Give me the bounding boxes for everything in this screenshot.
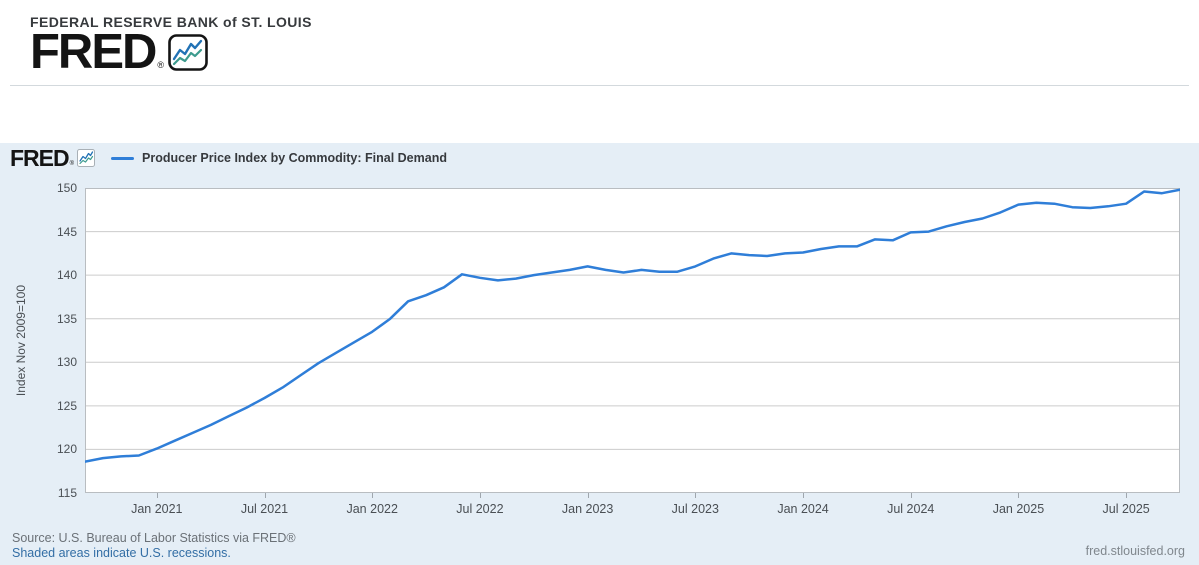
x-tick-label: Jan 2024 (777, 502, 829, 516)
x-tick-mark (1126, 493, 1128, 498)
fred-logo-text: FRED (30, 25, 157, 79)
chart-widget: FRED ® Producer Price Index by Commodity… (0, 143, 1199, 565)
legend[interactable]: Producer Price Index by Commodity: Final… (111, 151, 447, 165)
registered-mark: ® (157, 60, 165, 70)
site-link[interactable]: fred.stlouisfed.org (1085, 544, 1185, 558)
x-tick-mark (264, 493, 266, 498)
chart-zigzag-icon (168, 34, 208, 71)
y-tick-label: 120 (56, 442, 77, 457)
y-tick-label: 115 (57, 486, 77, 500)
bank-name: FEDERAL RESERVE BANK of ST. LOUIS (30, 14, 312, 30)
y-tick-label: 130 (56, 355, 77, 370)
x-tick-label: Jul 2021 (240, 502, 289, 516)
x-tick-label: Jul 2023 (671, 502, 719, 516)
x-tick-label: Jan 2023 (561, 502, 614, 516)
y-tick-label: 145 (56, 224, 77, 239)
y-tick-label: 150 (56, 181, 77, 195)
x-tick-label: Jan 2021 (131, 502, 183, 516)
fred-logo[interactable]: FRED ® (30, 25, 312, 79)
x-tick-mark (587, 493, 589, 498)
page-header: FEDERAL RESERVE BANK of ST. LOUIS FRED ® (30, 14, 312, 79)
plot-svg[interactable] (85, 188, 1180, 493)
mini-fred-logo[interactable]: FRED (10, 145, 70, 171)
y-tick-label: 135 (56, 311, 77, 326)
legend-line-swatch (111, 156, 135, 160)
recessions-link[interactable]: Shaded areas indicate U.S. recessions. (12, 546, 231, 560)
y-tick-label: 125 (56, 398, 77, 413)
x-tick-label: Jul 2025 (1102, 502, 1150, 516)
chart-header: FRED ® Producer Price Index by Commodity… (10, 145, 447, 171)
source-note: Source: U.S. Bureau of Labor Statistics … (12, 531, 296, 545)
data-line[interactable] (85, 188, 1180, 463)
x-tick-mark (372, 493, 374, 498)
x-tick-label: Jan 2022 (346, 502, 398, 516)
plot-area[interactable] (85, 188, 1180, 493)
x-tick-label: Jul 2024 (887, 502, 935, 516)
y-axis-title-wrap: Index Nov 2009=100 (14, 188, 28, 493)
x-tick-mark (1018, 493, 1020, 498)
x-tick-mark (479, 493, 481, 498)
x-tick-label: Jul 2022 (456, 502, 504, 516)
mini-registered-mark: ® (69, 161, 75, 167)
x-tick-label: Jan 2025 (992, 502, 1045, 516)
legend-label: Producer Price Index by Commodity: Final… (142, 151, 447, 165)
header-divider (10, 85, 1189, 86)
x-tick-mark (803, 493, 805, 498)
x-tick-mark (695, 493, 697, 498)
x-tick-mark (910, 493, 912, 498)
plot-border (85, 188, 1180, 493)
y-axis-title: Index Nov 2009=100 (14, 284, 28, 397)
y-tick-label: 140 (56, 268, 77, 283)
mini-chart-zigzag-icon (77, 149, 96, 167)
x-tick-mark (156, 493, 158, 498)
